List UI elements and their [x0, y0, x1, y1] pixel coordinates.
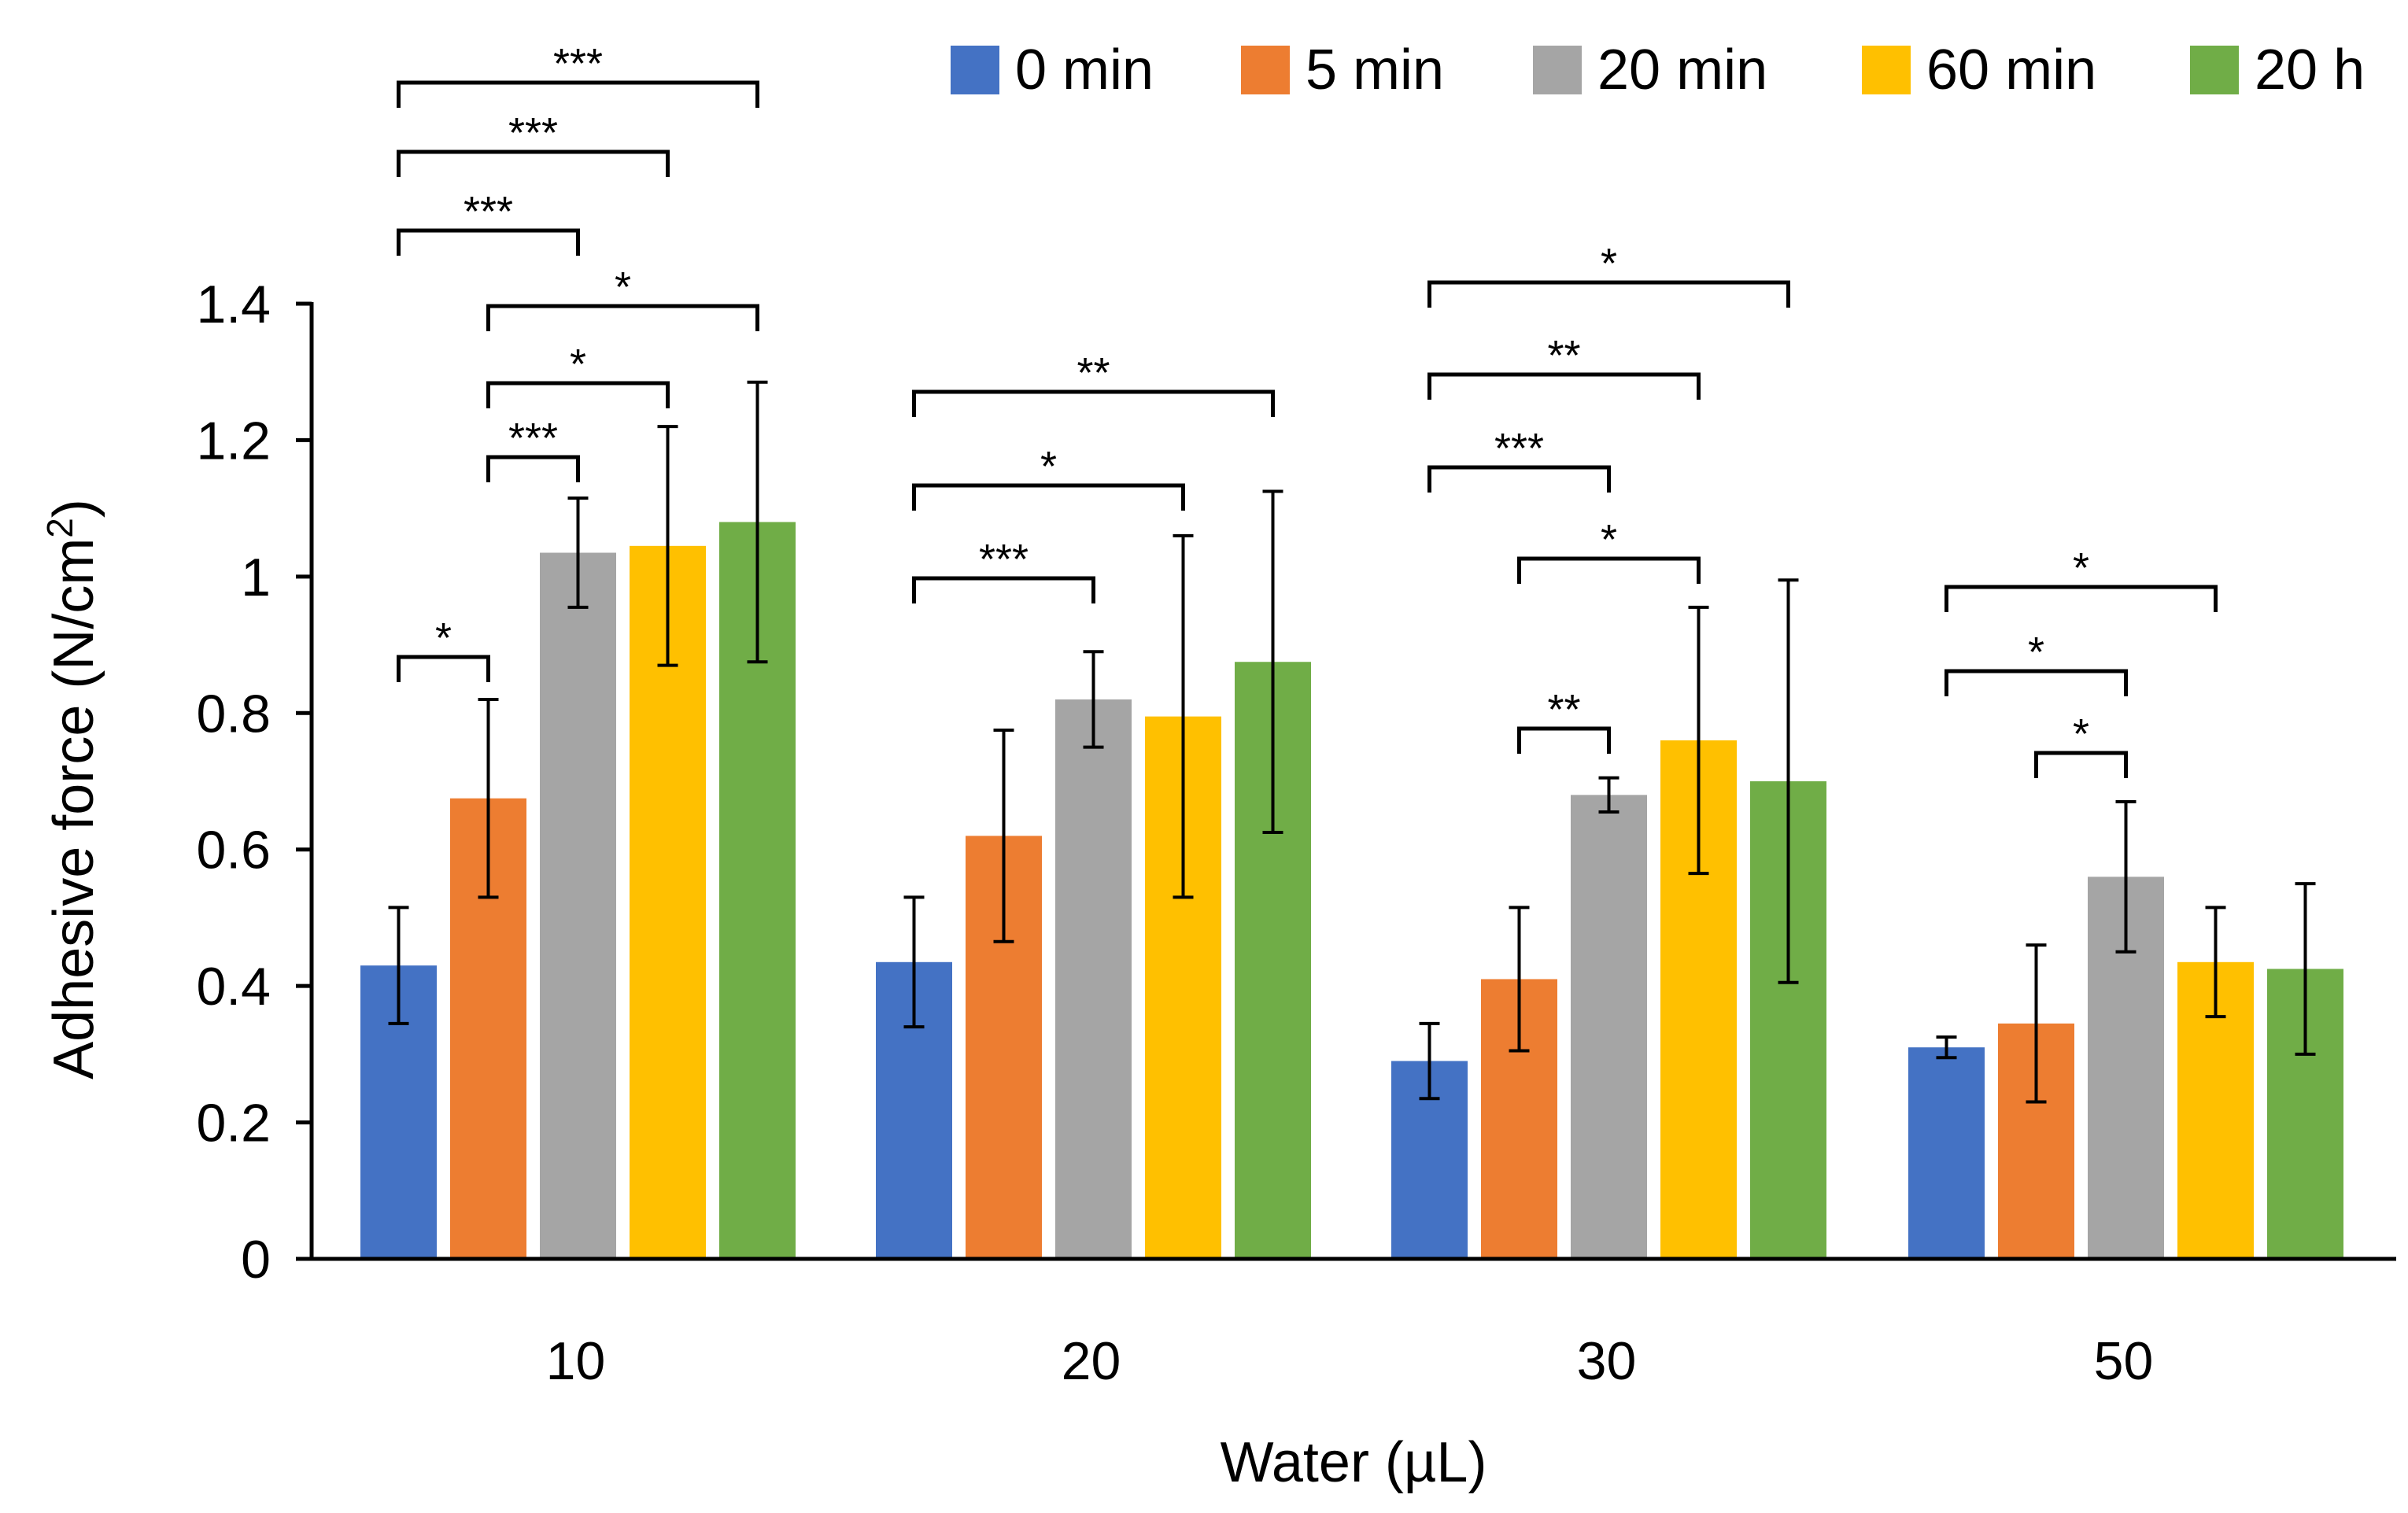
significance-bracket: ***: [397, 188, 580, 256]
bar-30-20min: [1571, 795, 1647, 1259]
legend-swatch: [951, 46, 999, 94]
legend-label: 5 min: [1306, 39, 1444, 101]
y-tick-label: 0.6: [196, 821, 271, 880]
error-bar-50-20h: [2295, 882, 2316, 1056]
x-tick-label: 30: [1577, 1331, 1637, 1391]
significance-bracket: ***: [397, 40, 759, 108]
significance-label: ***: [508, 109, 558, 157]
significance-bracket: *: [1944, 629, 2128, 696]
significance-label: *: [2073, 710, 2089, 758]
error-bar-20-20min: [1083, 650, 1104, 749]
y-tick-label: 0: [241, 1230, 271, 1290]
significance-label: *: [1601, 516, 1617, 563]
y-tick-label: 0.8: [196, 684, 271, 744]
legend-label: 60 min: [1926, 39, 2096, 101]
significance-bracket: *: [1517, 516, 1701, 584]
significance-bracket: *: [1427, 240, 1790, 308]
significance-bracket: *: [397, 614, 490, 682]
x-axis-title: Water (µL): [1221, 1431, 1487, 1494]
significance-label: *: [435, 614, 452, 662]
error-bar-30-20min: [1598, 776, 1619, 814]
error-bar-10-60min: [657, 425, 678, 667]
significance-label: *: [1040, 443, 1057, 490]
y-tick-label: 0.2: [196, 1094, 271, 1153]
x-tick-label: 50: [2094, 1331, 2154, 1391]
significance-label: ***: [464, 188, 513, 235]
y-tick-label: 1: [241, 548, 271, 607]
error-bar-20-20h: [1262, 489, 1283, 835]
significance-label: ***: [1494, 425, 1544, 472]
significance-bracket: ***: [397, 109, 670, 177]
significance-bracket: ***: [912, 536, 1095, 603]
legend-swatch: [1862, 46, 1911, 94]
x-tick-label: 20: [1062, 1331, 1121, 1391]
legend-item-20min: 20 min: [1533, 39, 1767, 101]
y-tick-label: 0.4: [196, 957, 271, 1017]
legend-item-5min: 5 min: [1241, 39, 1444, 101]
bar-10-20min: [540, 552, 616, 1259]
legend-label: 0 min: [1015, 39, 1154, 101]
significance-bracket: *: [912, 443, 1185, 511]
error-bar-10-5min: [478, 697, 499, 899]
significance-label: ***: [508, 415, 558, 462]
legend-label: 20 min: [1597, 39, 1767, 101]
significance-label: *: [2028, 629, 2044, 676]
significance-label: *: [1601, 240, 1617, 287]
error-bar-20-60min: [1173, 533, 1194, 899]
significance-bracket: *: [1944, 544, 2218, 612]
legend-swatch: [1533, 46, 1582, 94]
y-tick-label: 1.2: [196, 411, 271, 471]
legend-label: 20 h: [2255, 39, 2365, 101]
significance-label: *: [615, 264, 631, 311]
significance-bracket: ***: [1427, 425, 1611, 493]
error-bar-30-60min: [1688, 605, 1709, 876]
error-bar-20-5min: [993, 728, 1014, 943]
error-bar-20-0min: [903, 895, 925, 1029]
bar-50-0min: [1908, 1047, 1985, 1259]
legend-swatch: [2190, 46, 2239, 94]
significance-bracket: **: [1427, 332, 1701, 400]
error-bar-30-20h: [1778, 578, 1799, 984]
significance-label: ***: [553, 40, 603, 87]
error-bar-30-5min: [1509, 906, 1530, 1053]
legend-item-20h: 20 h: [2190, 39, 2365, 101]
error-bar-50-60min: [2205, 906, 2226, 1019]
error-bar-50-20min: [2115, 800, 2137, 954]
error-bar-10-0min: [388, 906, 409, 1025]
significance-bracket: *: [2034, 710, 2128, 778]
legend-swatch: [1241, 46, 1290, 94]
significance-bracket: **: [1517, 686, 1611, 754]
significance-bracket: *: [486, 264, 759, 331]
significance-label: *: [570, 341, 586, 388]
significance-label: **: [1077, 349, 1110, 397]
significance-label: ***: [979, 536, 1029, 583]
y-tick-label: 1.4: [196, 275, 271, 334]
significance-bracket: *: [486, 341, 670, 408]
significance-bracket: ***: [486, 415, 580, 482]
error-bar-50-5min: [2026, 943, 2047, 1104]
error-bar-50-0min: [1936, 1035, 1957, 1060]
significance-label: **: [1547, 686, 1580, 733]
error-bar-30-0min: [1419, 1021, 1440, 1101]
bar-20-20min: [1055, 699, 1132, 1259]
error-bar-10-20h: [747, 380, 768, 664]
error-bar-10-20min: [567, 496, 589, 609]
legend-item-60min: 60 min: [1862, 39, 2096, 101]
x-tick-label: 10: [546, 1331, 606, 1391]
significance-bracket: **: [912, 349, 1275, 417]
significance-label: *: [2073, 544, 2089, 592]
legend-item-0min: 0 min: [951, 39, 1154, 101]
y-axis-title: Adhesive force (N/cm2): [39, 499, 105, 1079]
significance-label: **: [1547, 332, 1580, 379]
